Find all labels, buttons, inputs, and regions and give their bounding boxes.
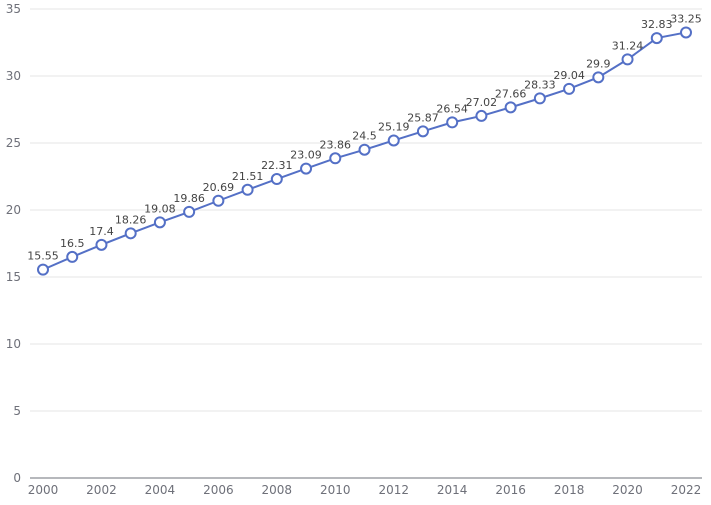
data-label: 15.55 <box>27 250 59 263</box>
data-label: 28.33 <box>524 78 556 91</box>
data-label: 27.02 <box>466 96 498 109</box>
y-tick-label: 15 <box>6 270 21 284</box>
x-tick-label: 2022 <box>671 483 702 497</box>
data-label: 26.54 <box>436 102 468 115</box>
data-point <box>504 101 517 114</box>
y-tick-label: 35 <box>6 2 21 16</box>
data-label: 29.04 <box>553 69 585 82</box>
data-point <box>592 71 605 84</box>
y-tick-label: 20 <box>6 203 21 217</box>
data-point <box>66 250 79 263</box>
data-label: 25.19 <box>378 120 410 133</box>
data-point <box>650 32 663 45</box>
data-point <box>563 82 576 95</box>
x-tick-label: 2008 <box>262 483 293 497</box>
x-tick-label: 2000 <box>28 483 59 497</box>
data-label: 23.86 <box>320 138 352 151</box>
data-points <box>37 26 692 276</box>
data-label: 18.26 <box>115 213 147 226</box>
data-point <box>329 152 342 165</box>
grid-lines <box>30 8 702 412</box>
y-tick-label: 0 <box>13 471 21 485</box>
data-label: 27.66 <box>495 87 527 100</box>
y-tick-label: 10 <box>6 337 21 351</box>
data-label: 16.5 <box>60 237 85 250</box>
data-point <box>241 183 254 196</box>
x-axis-ticks: 2000 2002 2004 2006 2008 2010 2012 2014 2016 2018… <box>28 483 702 497</box>
data-point <box>475 109 488 122</box>
data-point <box>533 92 546 105</box>
data-label: 23.09 <box>290 149 322 162</box>
data-point <box>270 173 283 186</box>
data-label: 32.83 <box>641 18 673 31</box>
y-axis-ticks: 0 5 10 15 20 25 30 35 <box>6 2 21 485</box>
y-tick-label: 30 <box>6 69 21 83</box>
data-label: 19.08 <box>144 202 176 215</box>
data-point <box>621 53 634 66</box>
data-point <box>387 134 400 147</box>
x-tick-label: 2004 <box>145 483 176 497</box>
data-point <box>95 238 108 251</box>
data-label: 24.5 <box>352 130 377 143</box>
data-point <box>183 205 196 218</box>
data-point <box>300 162 313 175</box>
data-point <box>37 263 49 276</box>
data-label: 31.24 <box>612 39 644 52</box>
data-label: 20.69 <box>203 181 235 194</box>
data-label: 25.87 <box>407 111 439 124</box>
y-tick-label: 5 <box>13 404 21 418</box>
data-point <box>153 216 166 229</box>
data-point <box>212 194 225 207</box>
data-point <box>124 227 137 240</box>
x-tick-label: 2014 <box>437 483 468 497</box>
y-tick-label: 25 <box>6 136 21 150</box>
x-tick-label: 2012 <box>378 483 409 497</box>
data-point <box>416 125 429 138</box>
x-tick-label: 2018 <box>554 483 585 497</box>
x-tick-label: 2002 <box>86 483 117 497</box>
data-label: 22.31 <box>261 159 293 172</box>
data-label: 17.4 <box>89 225 114 238</box>
data-point <box>680 26 692 39</box>
data-label: 29.9 <box>586 57 611 70</box>
data-point <box>358 143 371 156</box>
data-label: 21.51 <box>232 170 264 183</box>
x-tick-label: 2020 <box>612 483 643 497</box>
x-tick-label: 2006 <box>203 483 234 497</box>
x-tick-label: 2010 <box>320 483 351 497</box>
data-point <box>446 116 459 129</box>
data-label: 33.25 <box>670 12 702 25</box>
x-tick-label: 2016 <box>495 483 526 497</box>
data-label: 19.86 <box>173 192 205 205</box>
